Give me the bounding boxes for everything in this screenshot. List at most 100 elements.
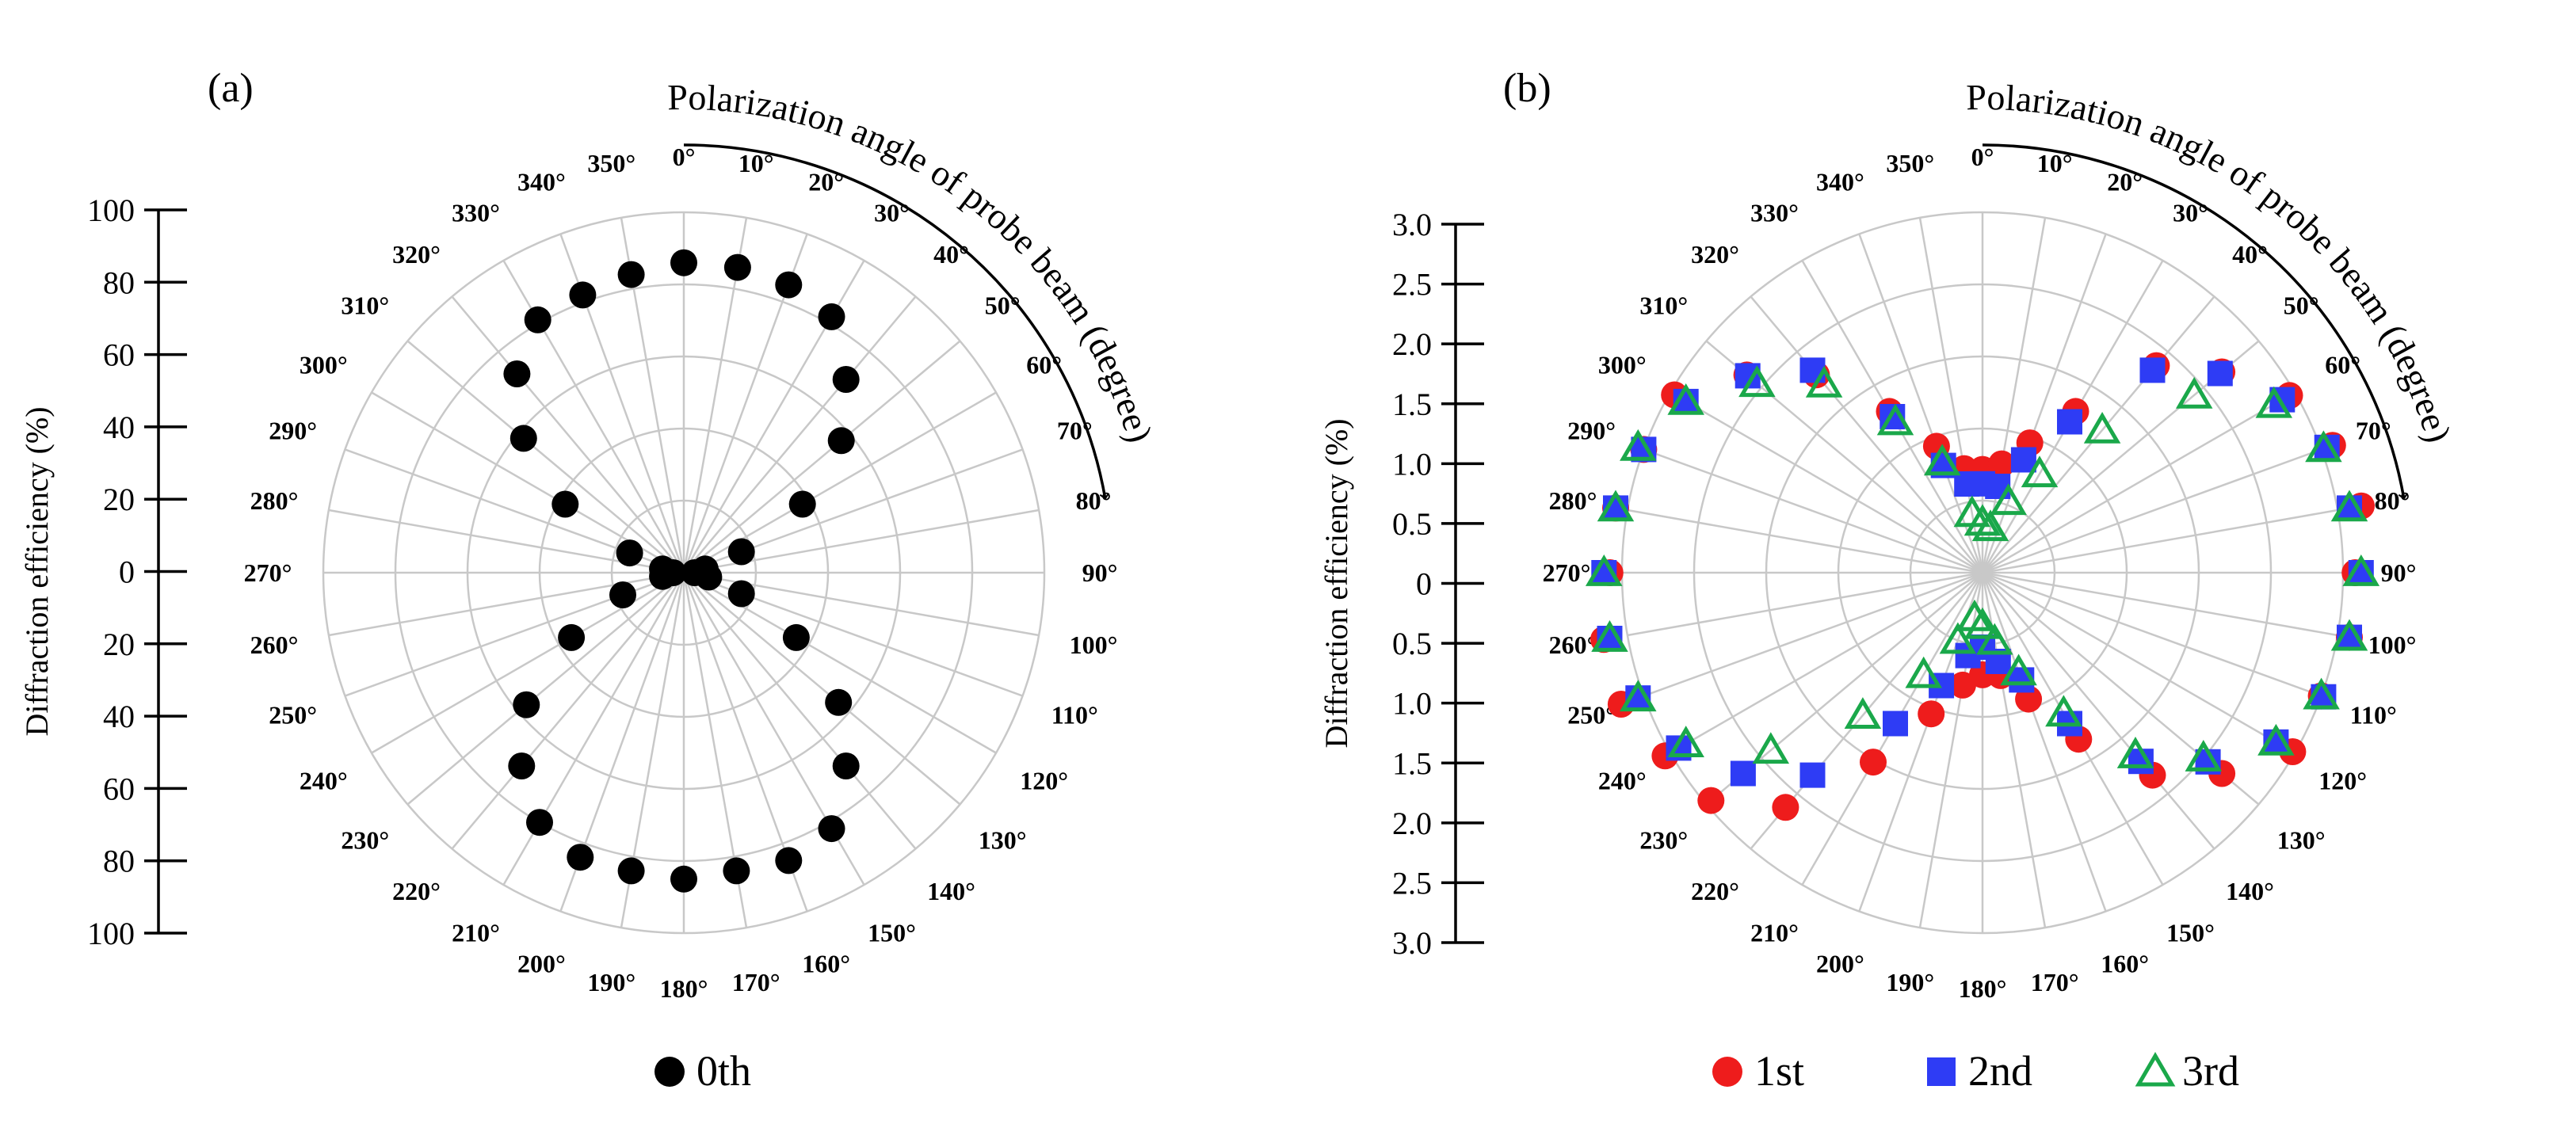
- data-point-0th: [723, 857, 750, 885]
- data-point-0th: [503, 360, 531, 387]
- angle-label: 60°: [1026, 351, 1062, 379]
- panel-a-angle-labels: 0° 10°20°30°40°50°60°70°80°90°100°110°120…: [244, 143, 1118, 1003]
- data-point-0th: [695, 563, 723, 591]
- angle-label: 340°: [517, 168, 566, 196]
- data-point-3rd: [1963, 607, 2002, 639]
- data-point-2nd: [2057, 409, 2082, 435]
- angle-label: 90°: [1082, 558, 1118, 587]
- data-point-2nd: [2207, 360, 2233, 387]
- angle-label: 240°: [1598, 767, 1647, 795]
- angle-label: 240°: [300, 767, 348, 795]
- angle-label: 20°: [808, 168, 844, 196]
- panel-b-polar-grid: [1620, 211, 2345, 935]
- grid-spoke: [683, 572, 961, 806]
- radial-tick-label: 20: [103, 482, 135, 517]
- polarization-arrow: [683, 143, 1110, 500]
- radial-tick-label: 2.0: [1392, 326, 1432, 362]
- data-point-3rd: [1620, 429, 1657, 461]
- data-point-3rd: [1905, 656, 1942, 688]
- data-point-0th: [513, 691, 540, 718]
- angle-label: 320°: [392, 240, 441, 269]
- angle-label: 340°: [1816, 168, 1864, 196]
- data-point-3rd: [1953, 495, 1991, 528]
- grid-spoke: [1982, 571, 2322, 697]
- angle-label: 130°: [2277, 826, 2326, 855]
- angle-label: 220°: [392, 877, 441, 905]
- radial-tick-label: 1.0: [1392, 446, 1432, 482]
- radial-tick-label: 80: [103, 265, 135, 300]
- radial-tick-label: 0.5: [1392, 626, 1432, 661]
- angle-label: 0°: [673, 143, 696, 171]
- data-point-3rd: [1805, 365, 1843, 398]
- radial-tick-label: 2.5: [1392, 267, 1432, 303]
- angle-label: 310°: [341, 291, 389, 320]
- grid-spoke: [406, 572, 685, 806]
- data-point-3rd: [2303, 677, 2340, 710]
- angle-label: 40°: [2232, 240, 2268, 269]
- angle-label: 190°: [587, 968, 635, 996]
- angle-label: 150°: [2166, 919, 2215, 947]
- angle-label: 260°: [250, 631, 299, 659]
- grid-spoke: [1982, 448, 2322, 574]
- radial-tick-label: 3.0: [1392, 207, 1432, 242]
- data-point-0th: [832, 366, 860, 393]
- angle-label: 270°: [244, 558, 292, 587]
- angle-label: 350°: [587, 149, 635, 177]
- angle-label: 30°: [2173, 198, 2208, 227]
- grid-spoke: [1918, 217, 1984, 573]
- data-point-3rd: [1844, 697, 1882, 729]
- data-point-0th: [827, 427, 855, 455]
- data-point-3rd: [1667, 726, 1704, 757]
- data-point-0th: [609, 581, 636, 608]
- angle-label: 310°: [1639, 291, 1688, 320]
- data-point-2nd: [1730, 760, 1756, 787]
- angle-label: 100°: [2368, 631, 2417, 659]
- data-point-2nd: [1954, 471, 1980, 497]
- angle-label: 100°: [1070, 631, 1118, 659]
- data-point-3rd: [1939, 622, 1977, 654]
- radial-tick-label: 0.5: [1392, 506, 1432, 542]
- angle-label: 200°: [517, 949, 566, 977]
- data-point-3rd: [1752, 732, 1790, 764]
- angle-label: 230°: [1639, 826, 1688, 855]
- angle-label: 220°: [1691, 877, 1739, 905]
- radial-tick-label: 60: [103, 771, 135, 806]
- data-point-3rd: [2116, 737, 2154, 768]
- grid-spoke: [1627, 509, 1983, 574]
- data-point-3rd: [2342, 554, 2380, 586]
- panel-a: (a) 100 80 60 40 20 0 20 40 60 80 100 Diffraction e…: [19, 66, 1161, 1095]
- grid-spoke: [1750, 295, 1983, 573]
- data-point-0th: [788, 490, 816, 518]
- data-point-1st: [1949, 671, 1976, 699]
- data-point-3rd: [1597, 490, 1635, 522]
- data-point-0th: [567, 844, 594, 871]
- angle-label: 280°: [1549, 486, 1597, 515]
- grid-spoke: [1982, 572, 2215, 850]
- data-point-3rd: [2185, 740, 2223, 772]
- angle-label: 150°: [868, 919, 916, 947]
- radial-tick-label: 100: [87, 192, 135, 228]
- angle-label: 330°: [1750, 198, 1799, 227]
- data-point-2nd: [1985, 474, 2011, 499]
- angle-label: 130°: [979, 826, 1027, 855]
- data-point-0th: [727, 538, 755, 566]
- data-point-3rd: [1956, 599, 1994, 631]
- data-point-0th: [649, 555, 677, 583]
- grid-spoke: [1982, 391, 2296, 574]
- angle-label: 210°: [452, 919, 500, 947]
- angle-label: 170°: [2031, 968, 2079, 996]
- angle-label: 350°: [1886, 149, 1934, 177]
- data-point-3rd: [2257, 723, 2295, 756]
- radial-tick-label: 20: [103, 627, 135, 662]
- polarization-arrow-label: Polarization angle of probe beam (degree…: [1966, 77, 2460, 447]
- angle-label: 50°: [985, 291, 1021, 320]
- data-point-1st: [1860, 749, 1887, 776]
- panel-b-label: (b): [1503, 66, 1551, 111]
- panel-a-label: (a): [208, 66, 254, 111]
- legend-label-0th: 0th: [696, 1047, 751, 1095]
- grid-spoke: [406, 340, 685, 573]
- grid-spoke: [1982, 509, 2338, 574]
- panel-b-radial-axis: 3.0 2.5 2.0 1.5 1.0 0.5 0 0.5 1.0 1.5 2.0 2.5 3.0 Dif…: [1319, 207, 1484, 961]
- data-point-0th: [616, 539, 643, 567]
- radial-tick-label: 0: [1416, 566, 1432, 602]
